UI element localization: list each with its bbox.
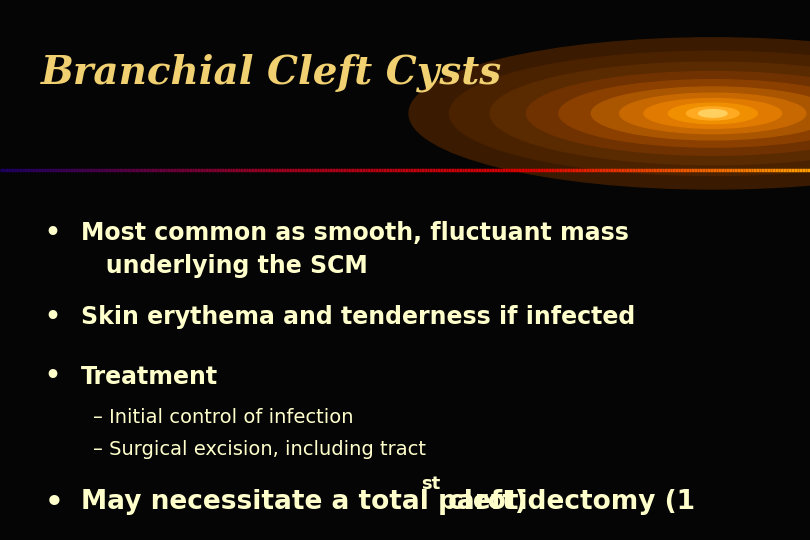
Ellipse shape [620, 93, 806, 133]
Ellipse shape [644, 98, 782, 128]
Text: •: • [45, 489, 63, 517]
Ellipse shape [591, 87, 810, 140]
Text: May necessitate a total parotidectomy (1: May necessitate a total parotidectomy (1 [81, 489, 695, 515]
Text: – Initial control of infection: – Initial control of infection [93, 408, 354, 427]
Text: cleft): cleft) [439, 489, 526, 515]
Text: Skin erythema and tenderness if infected: Skin erythema and tenderness if infected [81, 305, 635, 329]
Ellipse shape [409, 38, 810, 189]
Text: •: • [45, 305, 61, 329]
Ellipse shape [450, 51, 810, 176]
Ellipse shape [526, 71, 810, 156]
Text: •: • [45, 221, 61, 245]
Text: •: • [45, 364, 61, 388]
Ellipse shape [668, 103, 757, 124]
Ellipse shape [559, 79, 810, 147]
Text: Most common as smooth, fluctuant mass
   underlying the SCM: Most common as smooth, fluctuant mass un… [81, 221, 629, 278]
Text: st: st [421, 475, 441, 493]
Text: Treatment: Treatment [81, 364, 218, 388]
Ellipse shape [698, 110, 727, 117]
Text: – Surgical excision, including tract: – Surgical excision, including tract [93, 440, 426, 459]
Text: Branchial Cleft Cysts: Branchial Cleft Cysts [40, 54, 501, 92]
Ellipse shape [490, 62, 810, 165]
Ellipse shape [686, 107, 739, 120]
